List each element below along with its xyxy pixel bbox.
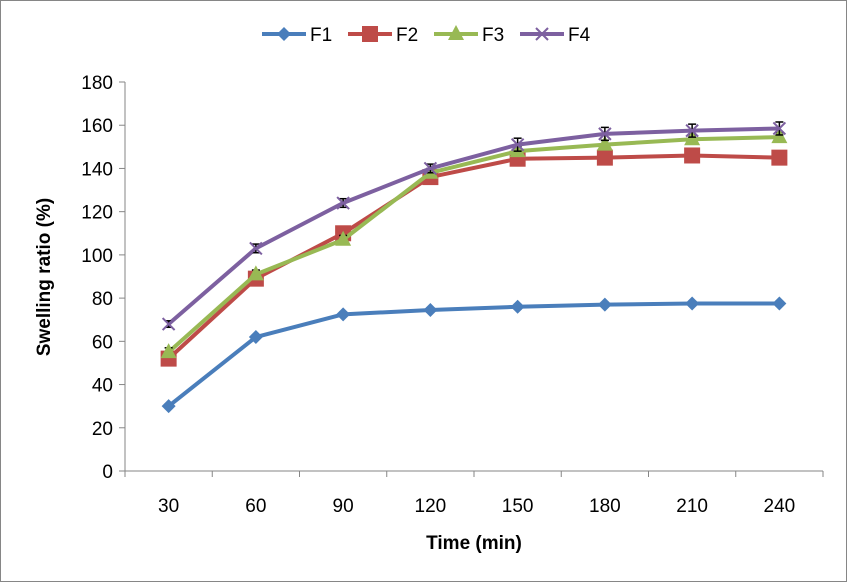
data-point [772, 296, 787, 311]
x-tick-label: 240 [764, 496, 796, 517]
x-tick-label: 180 [589, 496, 621, 517]
y-tick-label: 180 [81, 73, 113, 94]
data-point [248, 330, 263, 345]
y-tick-label: 80 [92, 289, 113, 310]
data-point [249, 241, 263, 256]
y-tick-label: 140 [81, 159, 113, 180]
data-point [685, 123, 699, 138]
data-point [596, 135, 613, 151]
y-tick-label: 40 [92, 376, 113, 397]
legend-marker [535, 27, 549, 41]
series-line [167, 153, 780, 361]
legend-label: F2 [396, 25, 418, 46]
legend-item-f1: F1 [262, 25, 332, 46]
x-tick-label: 150 [502, 496, 534, 517]
data-point [597, 297, 612, 312]
data-point [772, 121, 787, 136]
series-f4 [161, 121, 787, 331]
y-axis-label: Swelling ratio (%) [34, 198, 55, 356]
series-group [160, 121, 788, 414]
series-f1 [161, 296, 787, 414]
x-tick-label: 30 [158, 496, 179, 517]
y-tick-label: 20 [92, 419, 113, 440]
data-point [161, 399, 176, 414]
data-point [771, 149, 788, 166]
data-point [247, 265, 264, 281]
data-point [336, 196, 350, 210]
x-tick-label: 60 [245, 496, 266, 517]
data-point [335, 230, 352, 246]
legend-item-f4: F4 [520, 25, 591, 46]
legend-marker [362, 26, 378, 42]
x-tick-label: 210 [676, 496, 708, 517]
data-point [510, 299, 525, 314]
data-point [161, 317, 176, 331]
y-tick-label: 60 [92, 332, 113, 353]
data-point [598, 127, 612, 141]
y-tick-label: 160 [81, 116, 113, 137]
x-tick-label: 90 [333, 496, 354, 517]
x-axis-label: Time (min) [426, 533, 522, 554]
legend-label: F4 [568, 25, 591, 46]
series-line [167, 135, 780, 354]
x-tick-label: 120 [415, 496, 447, 517]
axes: 0 20 40 60 80 100 120 140 160 180 30 60 90 120 150 180 2… [81, 73, 824, 517]
data-point [160, 343, 177, 359]
data-point [336, 307, 351, 322]
series-line [167, 301, 780, 408]
legend-item-f3: F3 [434, 25, 504, 46]
y-tick-label: 120 [81, 203, 113, 224]
y-tick-label: 0 [102, 462, 113, 483]
data-point [684, 147, 701, 164]
data-point [423, 302, 438, 317]
series-line [167, 126, 780, 326]
y-tick-label: 100 [81, 246, 113, 267]
data-point [685, 296, 700, 311]
legend-item-f2: F2 [348, 25, 418, 46]
legend-marker [448, 25, 464, 40]
data-point [596, 149, 613, 166]
legend-marker [277, 27, 291, 41]
legend: F1 F2 F3 F4 [262, 25, 591, 46]
data-point [423, 161, 438, 176]
legend-label: F1 [310, 25, 332, 46]
data-point [510, 137, 525, 152]
legend-label: F3 [482, 25, 504, 46]
